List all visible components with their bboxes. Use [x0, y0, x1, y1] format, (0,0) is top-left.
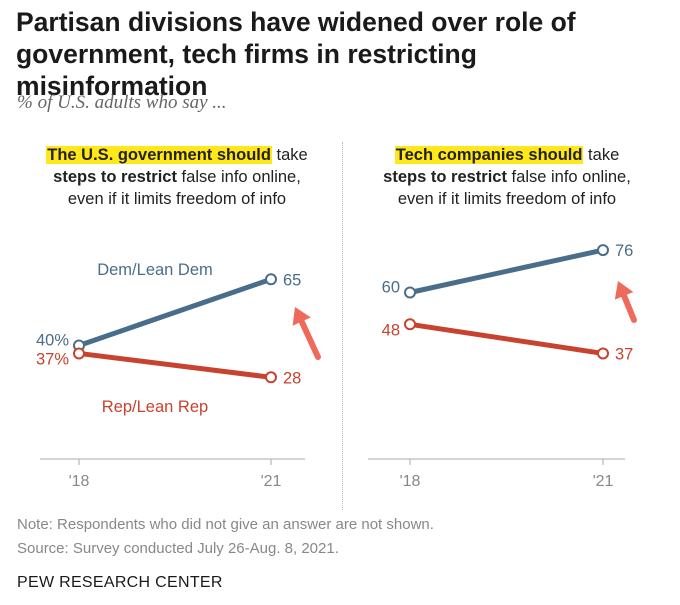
x-tick-label: '18: [400, 473, 421, 490]
left-heading-bold: steps to restrict: [53, 168, 177, 186]
data-point: [404, 286, 416, 299]
left-heading-line3: even if it limits freedom of info: [67, 190, 287, 208]
right-heading-rest2: false info online,: [506, 168, 631, 186]
series-line: [76, 350, 274, 380]
data-label: 40%: [36, 332, 69, 350]
data-point: [265, 371, 277, 384]
right-heading-bold: steps to restrict: [383, 168, 507, 186]
data-point: [404, 318, 416, 331]
annotation-arrow-shaft: [298, 318, 321, 360]
x-tick-label: '21: [593, 473, 614, 490]
annotation-arrow-head: [614, 281, 634, 300]
left-heading-highlight: The U.S. government should: [46, 146, 272, 164]
note-text: Note: Respondents who did not give an an…: [17, 516, 434, 533]
data-label: 76: [615, 242, 633, 260]
series-line: [76, 276, 274, 348]
left-panel-heading: The U.S. government should take steps to…: [18, 144, 336, 210]
source-text: Source: Survey conducted July 26-Aug. 8,…: [17, 540, 339, 557]
series-name-label: Rep/Lean Rep: [102, 398, 208, 416]
data-label: 28: [283, 369, 301, 387]
data-label: 60: [382, 279, 400, 297]
right-heading-highlight: Tech companies should: [394, 146, 584, 164]
right-heading-rest1: take: [583, 146, 620, 164]
subtitle: % of U.S. adults who say ...: [17, 92, 227, 113]
data-point: [265, 273, 277, 286]
page-title: Partisan divisions have widened over rol…: [16, 7, 576, 101]
right-panel-heading: Tech companies should take steps to rest…: [352, 144, 662, 210]
annotation-arrow-head: [292, 307, 311, 326]
brand-logo-text: PEW RESEARCH CENTER: [17, 574, 223, 591]
x-tick-label: '21: [261, 473, 282, 490]
data-label: 37: [615, 345, 633, 363]
panel-divider: [342, 142, 343, 510]
left-heading-rest1: take: [271, 146, 308, 164]
data-label: 65: [283, 271, 301, 289]
x-tick-label: '18: [69, 473, 90, 490]
data-label: 48: [382, 321, 400, 339]
data-point: [597, 244, 609, 257]
series-name-label: Dem/Lean Dem: [97, 261, 213, 279]
series-line: [407, 247, 606, 295]
data-label: 37%: [36, 350, 69, 368]
left-heading-rest2: false info online,: [176, 168, 301, 186]
data-point: [73, 347, 85, 360]
annotation-arrow-shaft: [621, 292, 637, 323]
data-point: [597, 347, 609, 360]
right-heading-line3: even if it limits freedom of info: [397, 190, 617, 208]
series-line: [407, 321, 606, 356]
